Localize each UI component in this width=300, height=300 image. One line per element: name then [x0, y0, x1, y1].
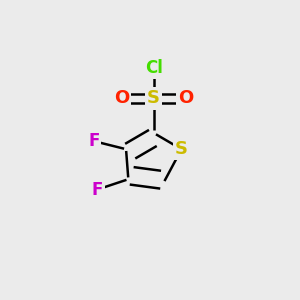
Text: S: S [147, 89, 160, 107]
Text: Cl: Cl [145, 59, 163, 77]
Text: O: O [178, 89, 194, 107]
Text: F: F [92, 181, 103, 199]
Text: S: S [175, 140, 188, 158]
Text: F: F [88, 132, 99, 150]
Text: O: O [114, 89, 129, 107]
